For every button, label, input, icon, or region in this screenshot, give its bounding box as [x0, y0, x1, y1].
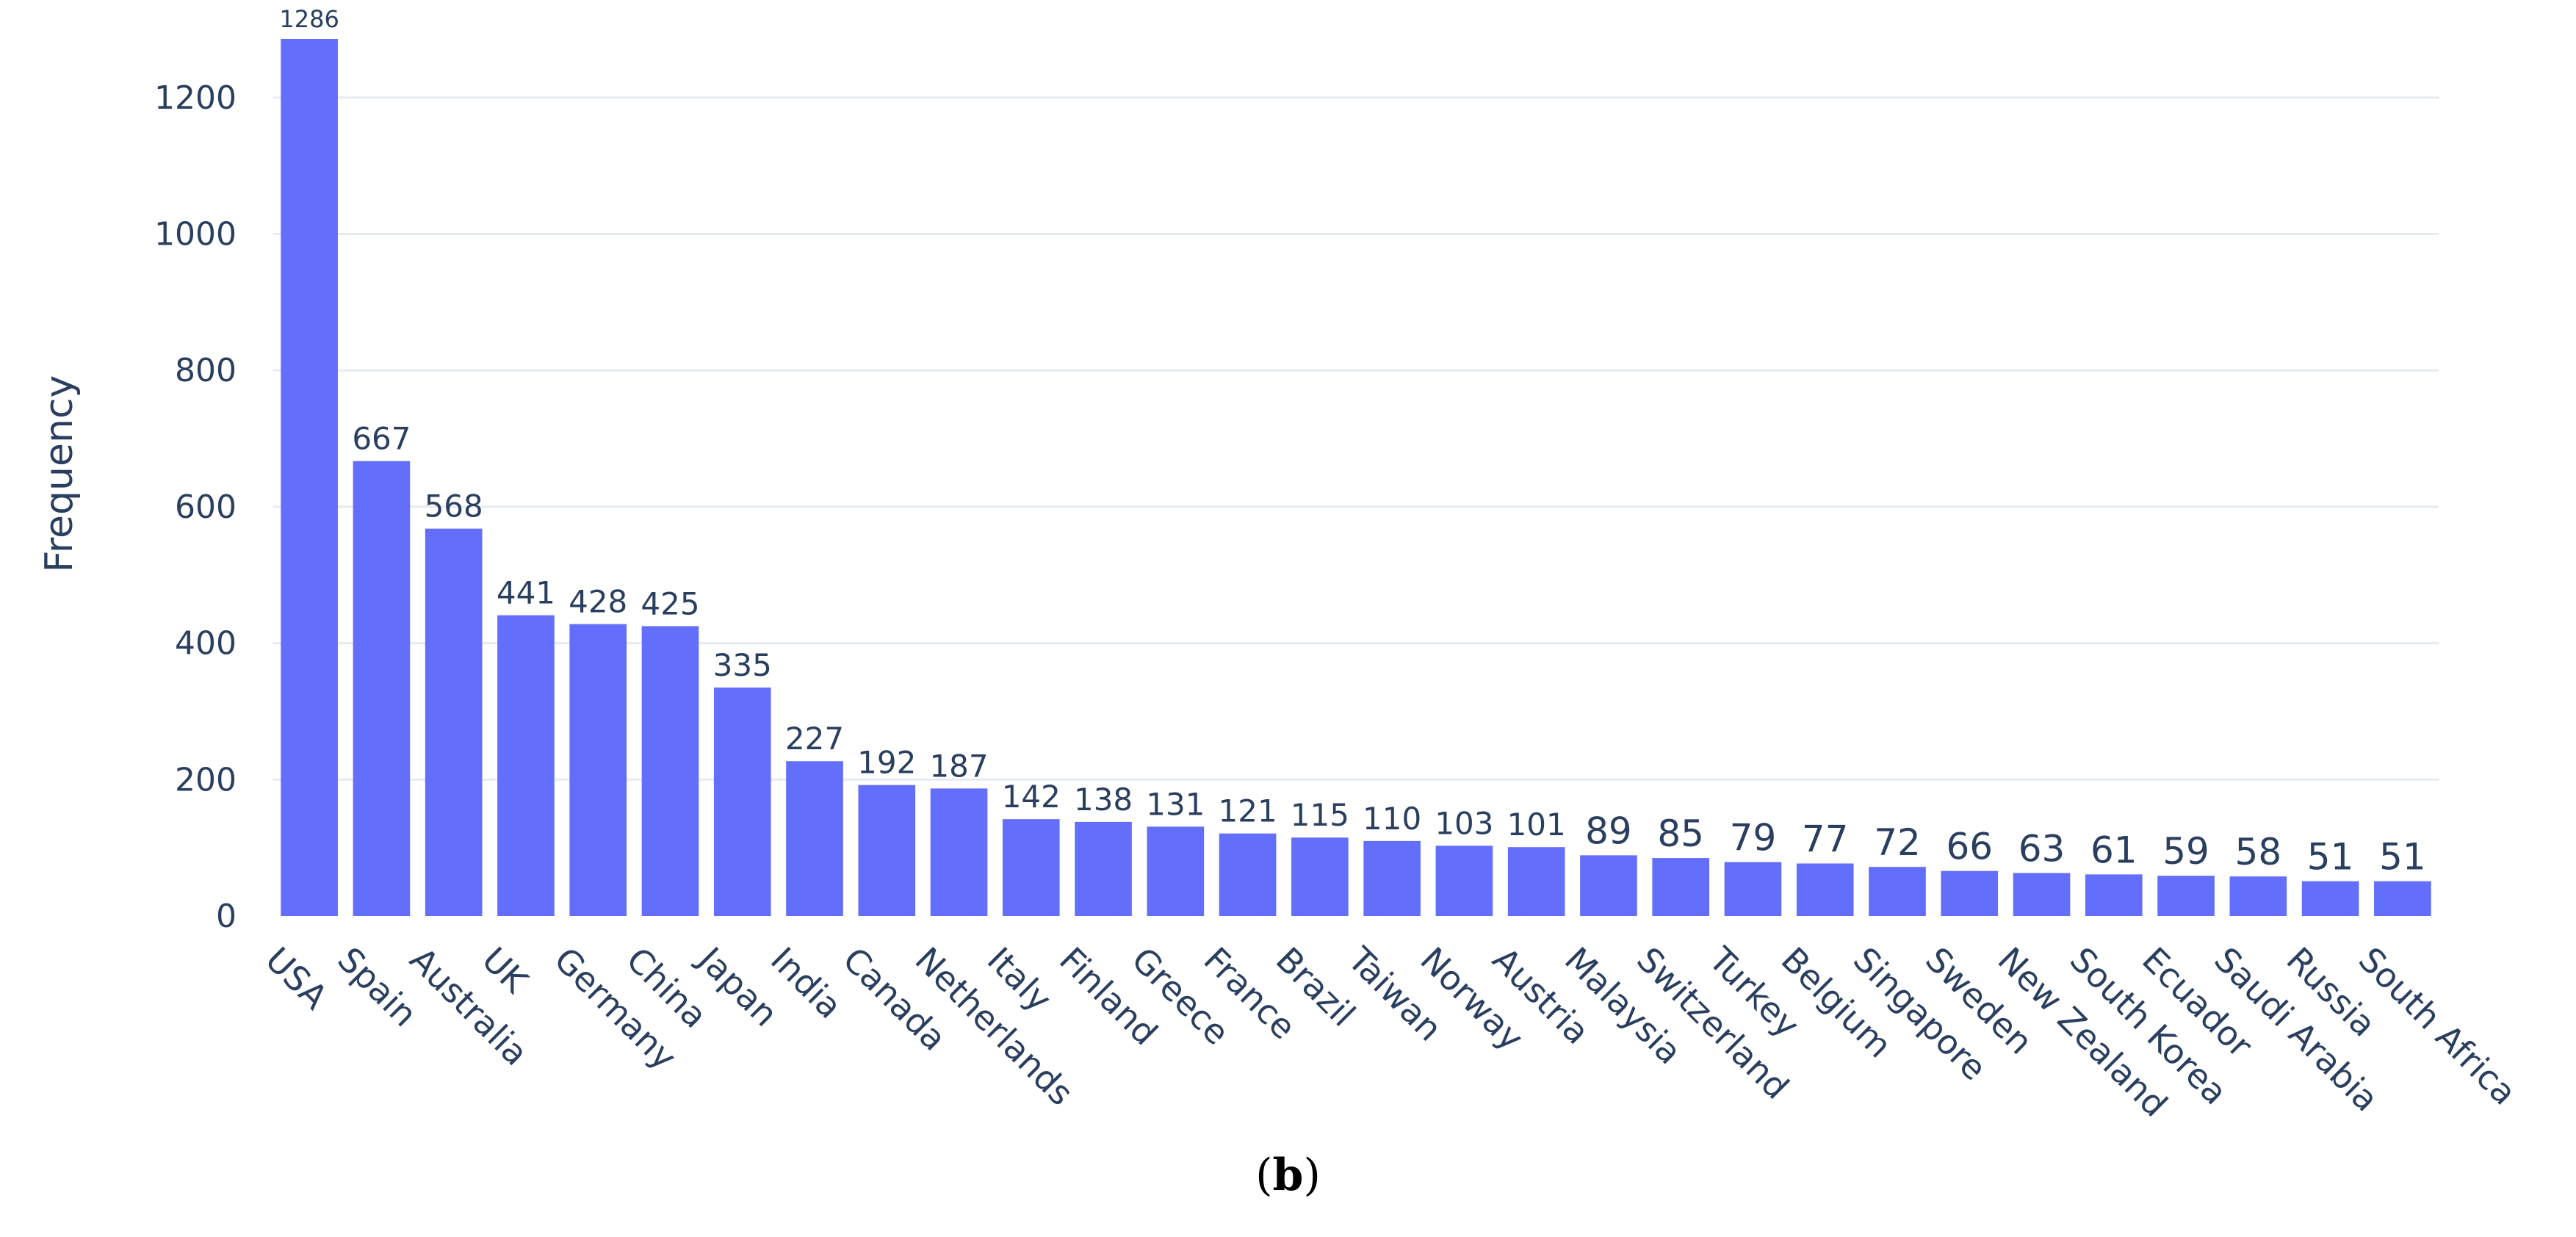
bar-belgium — [1796, 863, 1854, 916]
bar-austria — [1507, 847, 1565, 916]
bar-singapore — [1869, 867, 1926, 916]
figure-caption: (b) — [0, 1150, 2576, 1201]
bar-france — [1219, 833, 1277, 916]
y-tick-label: 0 — [216, 898, 237, 935]
data-label: 425 — [641, 585, 699, 621]
bar-finland — [1075, 821, 1132, 916]
data-label: 51 — [2307, 836, 2354, 879]
y-tick-label: 200 — [175, 761, 237, 798]
bar-uk — [497, 615, 555, 916]
bar-ecuador — [2157, 876, 2215, 916]
bar-india — [786, 761, 843, 916]
data-label: 51 — [2379, 836, 2426, 879]
bar-netherlands — [930, 788, 988, 916]
data-label: 187 — [929, 748, 988, 784]
data-label: 85 — [1657, 812, 1704, 855]
data-label: 66 — [1946, 826, 1993, 868]
bar-china — [641, 626, 699, 916]
data-label: 441 — [497, 575, 555, 611]
bar-brazil — [1291, 837, 1349, 916]
data-label: 227 — [785, 721, 844, 757]
data-label: 142 — [1002, 779, 1061, 815]
y-tick-label: 800 — [175, 352, 237, 389]
data-label: 58 — [2235, 831, 2282, 873]
data-label: 192 — [857, 745, 916, 781]
bar-australia — [425, 528, 483, 916]
data-label: 101 — [1507, 807, 1566, 843]
y-tick-label: 1200 — [154, 79, 237, 117]
data-labels: 1286 667 568 441 428 425 335 227 192 187 142 138 131… — [279, 5, 2425, 879]
data-label: 568 — [425, 488, 483, 524]
bar-norway — [1435, 845, 1493, 916]
x-tick-label: Japan — [690, 938, 786, 1034]
data-label: 89 — [1585, 809, 1632, 852]
y-axis-ticks: 0 200 400 600 800 1000 1200 — [154, 79, 237, 935]
data-label: 667 — [352, 421, 411, 457]
data-label: 1286 — [279, 5, 339, 33]
bar-south-africa — [2374, 881, 2431, 916]
bar-south-korea — [2085, 874, 2143, 916]
bar-usa — [281, 38, 338, 917]
x-tick-label: USA — [258, 940, 336, 1017]
bar-chart: 1286 667 568 441 428 425 335 227 192 187 142 138 131… — [37, 5, 2525, 1125]
bar-sweden — [1941, 870, 1999, 916]
data-label: 110 — [1363, 801, 1421, 837]
bar-switzerland — [1652, 858, 1710, 916]
bar-saudi-arabia — [2229, 876, 2287, 916]
x-tick-label: Spain — [330, 940, 425, 1034]
data-label: 63 — [2018, 828, 2066, 870]
y-tick-label: 600 — [175, 488, 237, 526]
bar-malaysia — [1580, 855, 1637, 916]
bar-turkey — [1724, 862, 1782, 916]
caption-open: ( — [1255, 1150, 1273, 1201]
gridlines — [273, 96, 2439, 781]
y-tick-label: 1000 — [154, 216, 237, 253]
y-axis-label: Frequency — [37, 375, 82, 573]
bar-russia — [2301, 881, 2359, 916]
data-label: 428 — [569, 584, 627, 620]
bar-germany — [569, 624, 627, 916]
bar-italy — [1002, 819, 1060, 916]
data-label: 103 — [1435, 805, 1493, 841]
data-label: 131 — [1146, 786, 1205, 822]
bar-canada — [858, 785, 916, 916]
data-label: 59 — [2162, 830, 2209, 873]
bar-greece — [1147, 826, 1205, 916]
data-label: 115 — [1291, 797, 1349, 833]
bar-spain — [353, 461, 411, 916]
data-label: 79 — [1730, 817, 1777, 859]
data-label: 121 — [1219, 793, 1277, 829]
data-label: 61 — [2090, 829, 2137, 871]
caption-close: ) — [1303, 1150, 1321, 1201]
y-tick-label: 400 — [175, 625, 237, 663]
bar-japan — [713, 687, 771, 916]
data-label: 77 — [1802, 818, 1849, 861]
data-label: 335 — [713, 647, 772, 683]
bar-new-zealand — [2013, 873, 2071, 916]
data-label: 72 — [1874, 821, 1921, 864]
bars — [281, 38, 2431, 917]
data-label: 138 — [1074, 782, 1133, 818]
caption-letter: b — [1272, 1150, 1304, 1201]
bar-taiwan — [1363, 840, 1421, 916]
